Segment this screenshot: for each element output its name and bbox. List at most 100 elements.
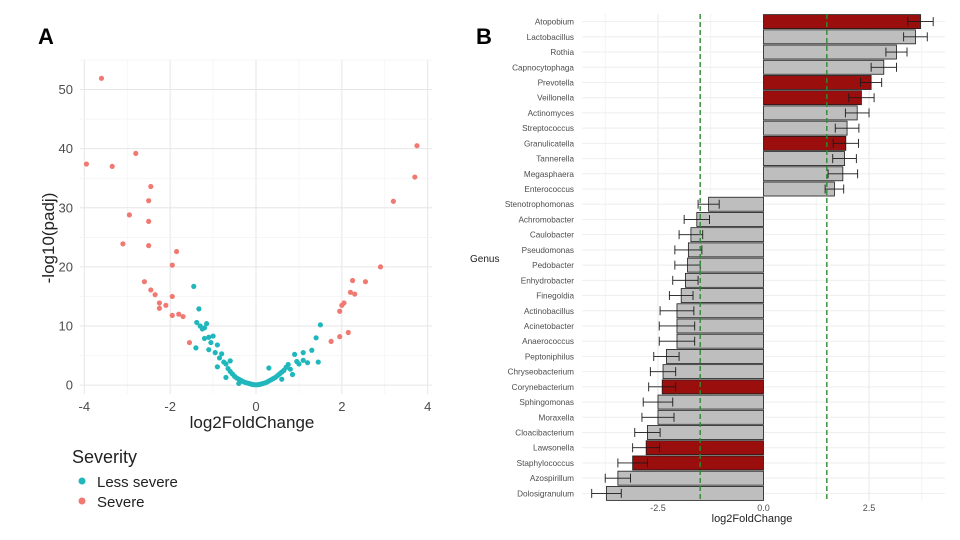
point-severe xyxy=(377,264,384,270)
point-severe xyxy=(173,248,180,255)
error-bar-rothia xyxy=(885,47,908,57)
point-severe xyxy=(98,75,105,81)
point-severe xyxy=(390,198,396,204)
volcano-x-ticks: -4 -2 0 2 4 xyxy=(79,399,432,414)
error-bar-tannerella xyxy=(832,154,857,164)
genus-label-enterococcus: Enterococcus xyxy=(524,185,574,194)
point-less-severe xyxy=(191,283,197,290)
bar-staphylococcus xyxy=(632,455,764,471)
genus-label-pseudomonas: Pseudomonas xyxy=(522,246,574,255)
point-less-severe xyxy=(304,360,311,366)
genus-labels: Atopobium Lactobacillus Rothia Capnocytopha… xyxy=(505,18,575,499)
bar-x-ticks: -2.5 0.0 2.5 xyxy=(650,503,875,513)
bar-enterococcus xyxy=(763,181,835,197)
genus-label-moraxella: Moraxella xyxy=(539,413,575,422)
genus-label-streptococcus: Streptococcus xyxy=(522,124,574,133)
point-less-severe xyxy=(285,361,291,368)
point-severe xyxy=(412,174,418,180)
bar-cloacibacterium xyxy=(647,425,764,440)
genus-label-sphingomonas: Sphingomonas xyxy=(519,398,574,407)
error-bar-finegoldia xyxy=(668,291,694,301)
genus-label-finegoldia: Finegoldia xyxy=(536,292,574,301)
volcano-x-tick-label: -2 xyxy=(164,399,176,414)
bar-x-axis-title: log2FoldChange xyxy=(712,513,793,525)
point-less-severe xyxy=(194,319,200,326)
volcano-x-tick-label: 4 xyxy=(424,399,431,414)
bar-corynebacterium xyxy=(661,379,764,395)
genus-label-staphylococcus: Staphylococcus xyxy=(517,459,574,468)
volcano-y-tick-label: 0 xyxy=(66,378,73,393)
genus-label-stenotrophomonas: Stenotrophomonas xyxy=(505,200,574,209)
point-less-severe xyxy=(206,334,212,340)
genus-label-peptoniphilus: Peptoniphilus xyxy=(525,352,574,361)
error-bar-streptococcus xyxy=(834,123,860,133)
bar-capnocytophaga xyxy=(763,59,885,75)
genus-label-enhydrobacter: Enhydrobacter xyxy=(521,276,575,285)
genus-label-veillonella: Veillonella xyxy=(537,94,574,103)
volcano-y-ticks: 0 10 20 30 40 50 xyxy=(59,82,73,393)
genus-label-rothia: Rothia xyxy=(550,48,574,57)
error-bar-stenotrophomonas xyxy=(697,199,720,209)
reference-lines xyxy=(699,14,828,501)
bar-azospirillum xyxy=(617,470,764,486)
bar-y-axis-title: Genus xyxy=(470,254,499,265)
point-severe xyxy=(152,292,158,298)
error-bar-lawsonella xyxy=(632,443,661,453)
volcano-x-axis-title: log2FoldChange xyxy=(190,413,315,432)
point-severe xyxy=(163,302,169,308)
genus-label-capnocytophaga: Capnocytophaga xyxy=(512,63,574,72)
bar-veillonella xyxy=(763,90,862,106)
genus-label-megasphaera: Megasphaera xyxy=(524,170,575,179)
point-severe xyxy=(345,329,351,336)
genus-label-pedobacter: Pedobacter xyxy=(532,261,574,270)
point-severe xyxy=(120,241,126,247)
point-severe xyxy=(83,161,90,167)
point-severe xyxy=(328,338,334,344)
point-less-severe xyxy=(313,335,319,341)
error-bar-granulicatella xyxy=(832,138,859,148)
genus-label-granulicatella: Granulicatella xyxy=(524,139,575,148)
point-less-severe xyxy=(212,350,218,356)
point-less-severe xyxy=(201,335,208,342)
point-severe xyxy=(148,183,154,190)
volcano-y-tick-label: 50 xyxy=(59,82,73,97)
error-bar-enhydrobacter xyxy=(672,275,699,285)
genus-label-lawsonella: Lawsonella xyxy=(533,444,574,453)
genus-label-actinomyces: Actinomyces xyxy=(528,109,574,118)
point-less-severe xyxy=(206,347,212,353)
point-less-severe xyxy=(201,325,208,331)
error-bar-dolosigranulum xyxy=(591,488,622,498)
error-bar-veillonella xyxy=(848,93,875,103)
point-severe xyxy=(352,291,358,297)
bar-streptococcus xyxy=(763,120,848,136)
genus-label-actinobacillus: Actinobacillus xyxy=(524,307,574,316)
error-bar-pseudomonas xyxy=(674,245,703,255)
bar-x-tick-label: -2.5 xyxy=(650,503,666,513)
point-severe xyxy=(148,287,154,293)
severity-legend: Severity Less severe Severe xyxy=(72,447,178,511)
error-bar-azospirillum xyxy=(604,473,631,483)
point-less-severe xyxy=(219,351,225,357)
point-less-severe xyxy=(214,364,220,370)
bar-actinomyces xyxy=(763,105,858,121)
point-less-severe xyxy=(227,358,233,364)
error-bar-staphylococcus xyxy=(617,458,648,468)
error-bar-enterococcus xyxy=(824,184,845,194)
point-severe xyxy=(169,312,175,318)
point-severe xyxy=(156,300,163,306)
genus-label-tannerella: Tannerella xyxy=(536,155,574,164)
bar-lactobacillus xyxy=(763,29,916,45)
point-less-severe xyxy=(216,355,223,361)
point-less-severe xyxy=(193,345,199,351)
bar-x-tick-label: 2.5 xyxy=(863,503,876,513)
volcano-points xyxy=(83,75,420,388)
error-bar-achromobacter xyxy=(683,214,710,224)
error-bar-capnocytophaga xyxy=(870,62,897,72)
genus-label-corynebacterium: Corynebacterium xyxy=(512,383,575,392)
bar-prevotella xyxy=(763,75,872,90)
error-bar-anaerococcus xyxy=(658,336,696,346)
error-bar-cloacibacterium xyxy=(634,428,661,438)
point-severe xyxy=(146,218,152,224)
panel-b-label: B xyxy=(476,24,492,49)
